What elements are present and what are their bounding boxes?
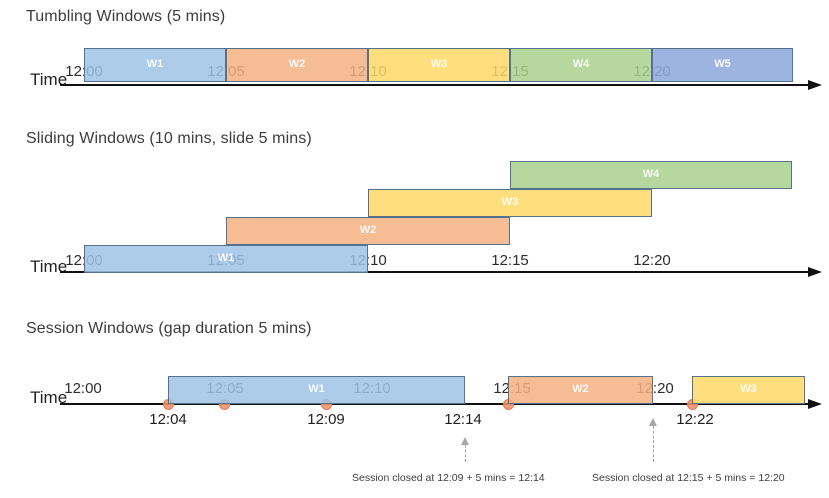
time-tick-label: 12:15 xyxy=(491,252,529,269)
window-label: W4 xyxy=(642,168,660,180)
time-axis-label: Time xyxy=(30,70,68,89)
time-axis-arrowhead-icon xyxy=(808,398,822,409)
window-label: W1 xyxy=(308,383,325,395)
window-label: W4 xyxy=(572,58,590,70)
callout-dashed-line xyxy=(464,445,466,462)
time-axis-label: Time xyxy=(30,257,68,276)
window-box-w1 xyxy=(84,48,226,82)
window-box-w2 xyxy=(508,376,653,404)
window-box-w5 xyxy=(652,48,793,82)
window-label: W2 xyxy=(288,58,306,70)
callout-arrow-icon xyxy=(460,437,469,445)
time-axis-arrowhead-icon xyxy=(808,266,822,277)
window-label: W2 xyxy=(572,383,589,395)
time-tick-label: 12:00 xyxy=(64,380,102,397)
window-label: W3 xyxy=(501,196,519,208)
callout-text: Session closed at 12:15 + 5 mins = 12:20 xyxy=(592,472,785,484)
event-time-label: 12:09 xyxy=(307,411,345,428)
window-box-w3 xyxy=(368,189,652,217)
window-box-w1 xyxy=(84,245,368,273)
callout-arrow-icon xyxy=(648,418,657,426)
event-time-label: 12:14 xyxy=(444,411,482,428)
time-axis-arrowhead-icon xyxy=(808,79,822,90)
window-label: W5 xyxy=(714,58,731,70)
window-label: W3 xyxy=(740,383,757,395)
event-time-label: 12:04 xyxy=(149,411,187,428)
window-box-w2 xyxy=(226,48,368,82)
time-axis-line xyxy=(60,271,808,273)
callout-dashed-line xyxy=(652,426,654,462)
window-box-w3 xyxy=(692,376,805,404)
window-box-w4 xyxy=(510,48,652,82)
window-box-w1 xyxy=(168,376,465,404)
window-box-w4 xyxy=(510,161,792,189)
callout-text: Session closed at 12:09 + 5 mins = 12:14 xyxy=(352,472,545,484)
event-time-label: 12:22 xyxy=(676,411,714,428)
window-box-w3 xyxy=(368,48,510,82)
window-box-w2 xyxy=(226,217,510,245)
window-label: W2 xyxy=(359,224,377,236)
time-axis-line xyxy=(60,84,808,86)
time-axis-line xyxy=(60,403,808,405)
time-axis-label: Time xyxy=(30,388,68,407)
window-label: W1 xyxy=(217,252,235,264)
section-title-session-windows: Session Windows (gap duration 5 mins) xyxy=(26,320,312,337)
section-title-tumbling-windows: Tumbling Windows (5 mins) xyxy=(26,8,226,25)
time-tick-label: 12:20 xyxy=(633,252,671,269)
window-label: W1 xyxy=(146,58,164,70)
window-label: W3 xyxy=(430,58,448,70)
section-title-sliding-windows: Sliding Windows (10 mins, slide 5 mins) xyxy=(26,130,312,147)
